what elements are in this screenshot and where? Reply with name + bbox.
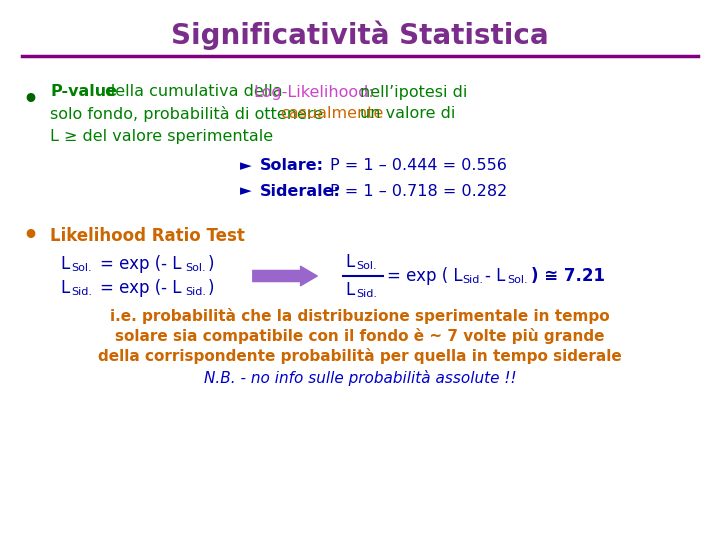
Text: Log-Likelihood:: Log-Likelihood: <box>253 84 374 99</box>
Text: N.B. - no info sulle probabilità assolute !!: N.B. - no info sulle probabilità assolut… <box>204 370 516 386</box>
Text: P-value: P-value <box>50 84 117 99</box>
Text: Sol.: Sol. <box>507 275 528 285</box>
Text: Sid.: Sid. <box>71 287 92 297</box>
Text: casualmente: casualmente <box>280 106 383 122</box>
Text: ): ) <box>208 255 215 273</box>
Text: Significatività Statistica: Significatività Statistica <box>171 20 549 50</box>
Text: nell’ipotesi di: nell’ipotesi di <box>360 84 467 99</box>
Text: della cumulativa della: della cumulativa della <box>105 84 283 99</box>
Text: ►: ► <box>240 159 252 173</box>
FancyArrowPatch shape <box>253 266 318 286</box>
Text: Sid.: Sid. <box>462 275 483 285</box>
Text: •: • <box>22 224 38 248</box>
Text: Siderale:: Siderale: <box>260 184 341 199</box>
Text: Sid.: Sid. <box>185 287 206 297</box>
Text: P = 1 – 0.718 = 0.282: P = 1 – 0.718 = 0.282 <box>330 184 508 199</box>
Text: L: L <box>60 279 69 297</box>
Text: Sol.: Sol. <box>356 261 377 271</box>
Text: Sid.: Sid. <box>356 289 377 299</box>
Text: i.e. probabilità che la distribuzione sperimentale in tempo: i.e. probabilità che la distribuzione sp… <box>110 308 610 324</box>
Text: = exp (- L: = exp (- L <box>100 255 181 273</box>
Text: = exp (- L: = exp (- L <box>100 279 181 297</box>
Text: solo fondo, probabilità di ottenere: solo fondo, probabilità di ottenere <box>50 106 323 122</box>
Text: P = 1 – 0.444 = 0.556: P = 1 – 0.444 = 0.556 <box>330 159 507 173</box>
Text: solare sia compatibile con il fondo è ~ 7 volte più grande: solare sia compatibile con il fondo è ~ … <box>115 328 605 344</box>
Text: = exp ( L: = exp ( L <box>387 267 463 285</box>
Text: •: • <box>22 88 38 112</box>
Text: Sol.: Sol. <box>71 263 91 273</box>
Text: Sol.: Sol. <box>185 263 206 273</box>
Text: - L: - L <box>485 267 505 285</box>
Text: L: L <box>60 255 69 273</box>
Text: della corrispondente probabilità per quella in tempo siderale: della corrispondente probabilità per que… <box>98 348 622 364</box>
Text: L ≥ del valore sperimentale: L ≥ del valore sperimentale <box>50 129 273 144</box>
Text: un valore di: un valore di <box>360 106 455 122</box>
Text: Solare:: Solare: <box>260 159 324 173</box>
Text: ): ) <box>208 279 215 297</box>
Text: L: L <box>345 281 354 299</box>
Text: L: L <box>345 253 354 271</box>
Text: ) ≅ 7.21: ) ≅ 7.21 <box>531 267 605 285</box>
Text: Likelihood Ratio Test: Likelihood Ratio Test <box>50 227 245 245</box>
Text: ►: ► <box>240 184 252 199</box>
